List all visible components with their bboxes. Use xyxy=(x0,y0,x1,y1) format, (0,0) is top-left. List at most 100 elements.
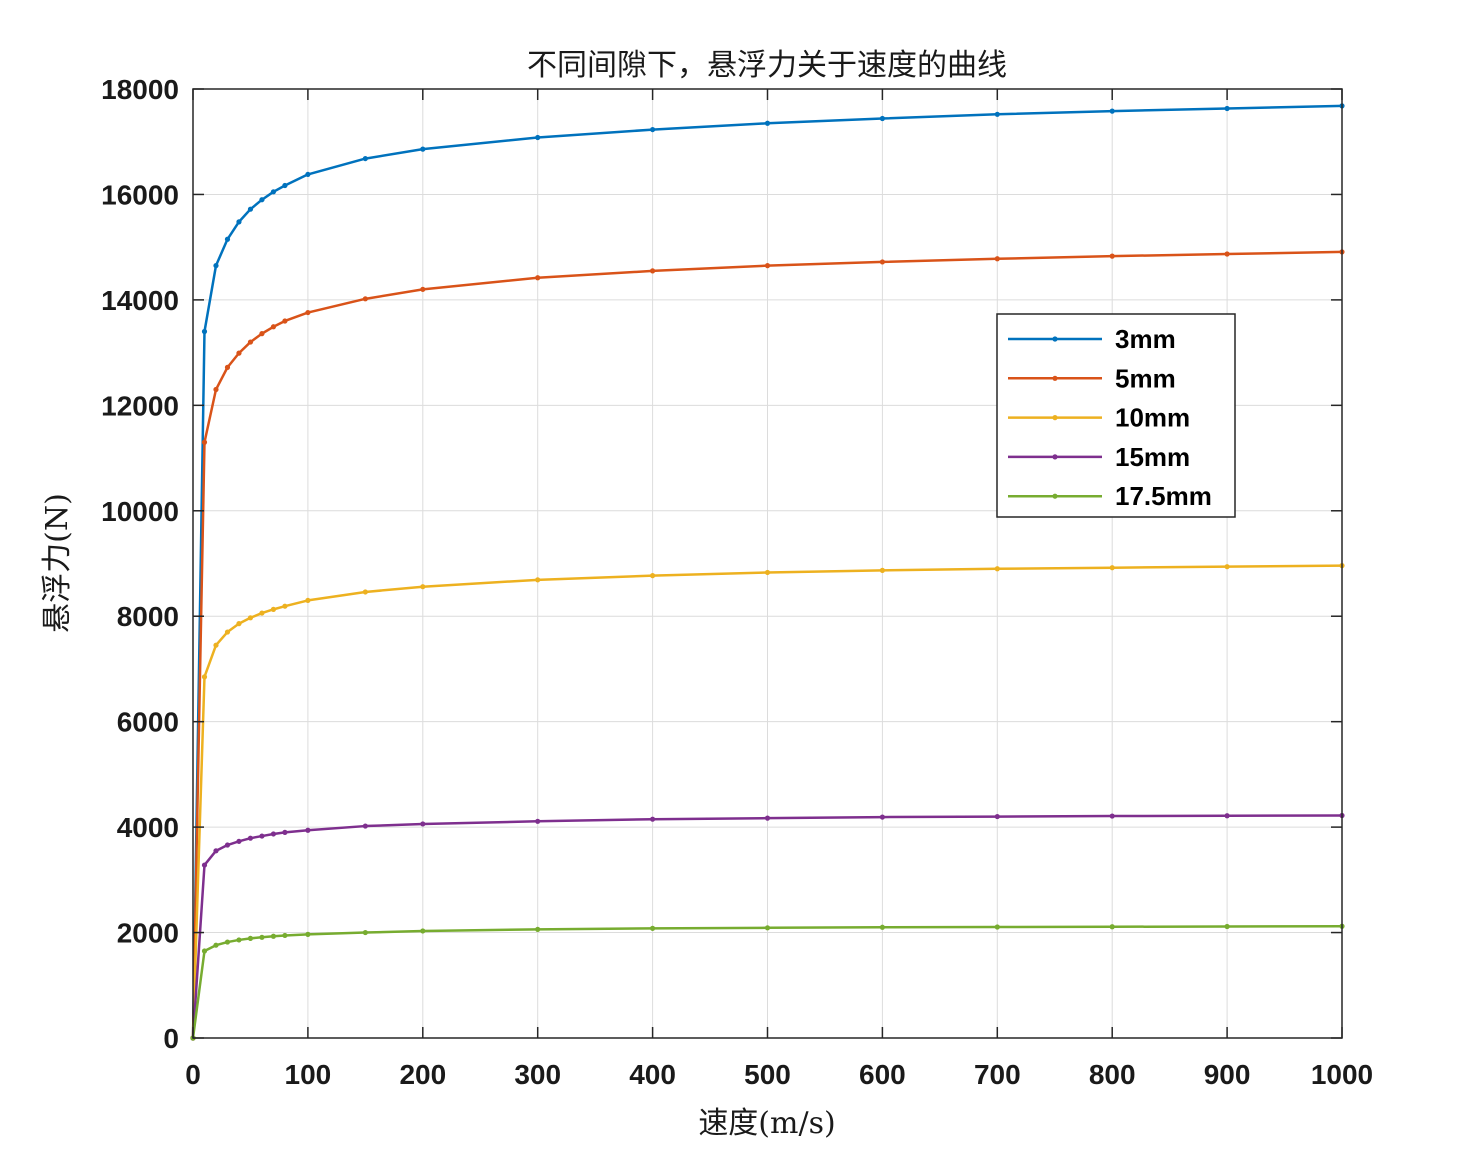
x-tick-label: 400 xyxy=(629,1059,676,1090)
data-point xyxy=(224,842,231,848)
data-point xyxy=(650,925,656,931)
legend-entry: 17.5mm xyxy=(1008,481,1212,511)
data-point xyxy=(305,171,311,178)
data-point xyxy=(879,259,886,265)
data-point xyxy=(224,939,231,945)
data-point xyxy=(270,189,277,195)
data-point xyxy=(535,134,541,141)
data-point xyxy=(259,331,265,337)
data-point xyxy=(362,589,368,595)
y-tick-labels: 0 2000 4000 6000 8000 10000 12000 14000 16000 180… xyxy=(101,74,179,1054)
data-point xyxy=(282,829,288,835)
y-tick-label: 2000 xyxy=(117,918,179,949)
x-tick-label: 1000 xyxy=(1311,1059,1373,1090)
data-point xyxy=(270,324,277,330)
data-point xyxy=(879,814,886,820)
data-point xyxy=(270,606,277,612)
data-point xyxy=(764,263,771,269)
data-point xyxy=(650,126,656,133)
data-point xyxy=(764,815,771,821)
data-point xyxy=(994,924,1000,930)
data-point xyxy=(535,818,541,824)
data-point xyxy=(236,350,242,356)
data-point xyxy=(247,206,254,212)
data-point xyxy=(650,816,656,822)
data-point xyxy=(362,823,368,829)
data-point xyxy=(764,925,771,931)
series-3mm xyxy=(190,103,1345,1041)
legend-label: 17.5mm xyxy=(1115,481,1212,511)
data-point xyxy=(994,566,1000,572)
data-point xyxy=(247,835,254,841)
data-point xyxy=(1224,105,1230,112)
data-point xyxy=(535,926,541,932)
data-point xyxy=(247,615,254,621)
data-point xyxy=(247,339,254,345)
x-tick-label: 0 xyxy=(185,1059,201,1090)
data-point xyxy=(213,942,219,948)
data-point xyxy=(1224,813,1230,819)
y-axis-label: 悬浮力(N) xyxy=(40,493,75,633)
data-point xyxy=(305,597,311,604)
y-tick-label: 4000 xyxy=(117,812,179,843)
grid-lines xyxy=(193,89,1342,1038)
data-point xyxy=(201,328,208,335)
y-tick-label: 14000 xyxy=(101,285,179,316)
data-point xyxy=(362,296,368,302)
legend-swatch-marker xyxy=(1052,336,1058,342)
legend-label: 3mm xyxy=(1115,324,1176,354)
data-point xyxy=(1224,923,1230,930)
data-point xyxy=(270,831,277,837)
y-tick-label: 18000 xyxy=(101,74,179,105)
data-point xyxy=(994,256,1000,262)
y-tick-label: 10000 xyxy=(101,496,179,527)
data-point xyxy=(362,155,368,162)
x-tick-label: 700 xyxy=(974,1059,1021,1090)
data-point xyxy=(994,111,1000,117)
data-point xyxy=(535,577,541,583)
data-point xyxy=(1109,924,1115,930)
data-point xyxy=(259,833,265,839)
x-axis-label: 速度(m/s) xyxy=(698,1106,835,1141)
data-point xyxy=(305,827,311,833)
data-point xyxy=(224,236,231,242)
data-point xyxy=(282,182,288,189)
data-point xyxy=(764,120,771,126)
legend-swatch-marker xyxy=(1052,493,1058,499)
series-15mm xyxy=(190,812,1345,1041)
data-point xyxy=(259,934,265,940)
data-point xyxy=(1224,564,1230,570)
data-point xyxy=(420,146,426,152)
x-tick-label: 800 xyxy=(1089,1059,1136,1090)
series-17.5mm xyxy=(190,923,1345,1041)
data-point xyxy=(1224,251,1230,257)
data-point xyxy=(650,268,656,274)
data-point xyxy=(270,933,277,939)
legend-entry: 10mm xyxy=(1008,403,1190,433)
y-tick-label: 6000 xyxy=(117,707,179,738)
data-point xyxy=(305,309,311,316)
data-point xyxy=(213,263,219,269)
data-point xyxy=(236,219,242,225)
data-point xyxy=(650,573,656,579)
data-point xyxy=(213,386,219,393)
data-point xyxy=(236,937,242,943)
data-point xyxy=(535,275,541,281)
y-tick-label: 12000 xyxy=(101,390,179,421)
x-tick-labels: 0 100 200 300 400 500 600 700 800 900 1000 xyxy=(185,1059,1373,1090)
data-point xyxy=(213,642,219,648)
x-tick-label: 200 xyxy=(399,1059,446,1090)
data-point xyxy=(305,931,311,938)
series-line xyxy=(191,250,1343,1039)
data-point xyxy=(282,318,288,324)
x-tick-label: 900 xyxy=(1204,1059,1251,1090)
data-point xyxy=(236,838,242,844)
data-point xyxy=(213,848,219,854)
data-point xyxy=(994,813,1000,820)
data-point xyxy=(282,603,288,609)
data-point xyxy=(879,924,886,930)
data-point xyxy=(201,439,208,445)
y-tick-label: 16000 xyxy=(101,179,179,210)
data-point xyxy=(1109,108,1115,114)
